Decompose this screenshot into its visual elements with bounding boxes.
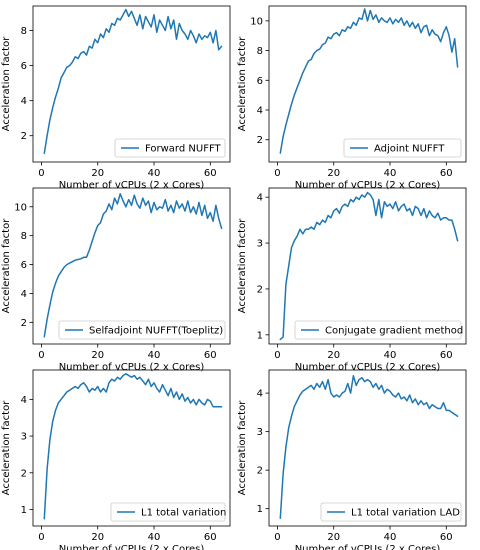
- x-tick-label: 60: [440, 532, 453, 543]
- x-tick-label: 20: [91, 350, 104, 361]
- series-line: [43, 372, 223, 520]
- legend-box: [110, 502, 226, 522]
- plot-frame: [32, 187, 231, 345]
- legend-label: Adjoint NUFFT: [374, 144, 445, 155]
- y-tick-label: 10: [14, 202, 27, 213]
- x-axis-label: Number of vCPUs (2 x Cores): [295, 544, 441, 550]
- legend: Conjugate gradient method: [294, 320, 463, 340]
- chart-panel-1: 0 20 40 60 2 4 6 8 Number of vCPUs (2 x Cores) Ac…: [1, 5, 231, 191]
- legend: L1 total variation: [110, 502, 226, 522]
- y-tick-label: 10: [250, 16, 263, 27]
- x-tick-label: 40: [148, 350, 161, 361]
- legend: Adjoint NUFFT: [343, 138, 462, 158]
- legend-box: [320, 502, 462, 522]
- y-tick-label: 3: [257, 427, 263, 438]
- y-axis-label: Acceleration factor: [237, 36, 248, 132]
- y-tick-label: 3: [21, 432, 27, 443]
- x-tick-label: 60: [440, 350, 453, 361]
- legend-label: L1 total variation LAD: [351, 508, 460, 519]
- y-tick-label: 3: [257, 239, 263, 250]
- x-axis-label: Number of vCPUs (2 x Cores): [59, 180, 205, 191]
- legend-box: [114, 138, 226, 158]
- y-tick-label: 8: [21, 231, 27, 242]
- plot-frame: [268, 187, 467, 345]
- legend: Selfadjoint NUFFT(Toeplitz): [58, 320, 226, 340]
- y-tick-label: 4: [257, 106, 263, 117]
- plot-frame: [268, 5, 467, 163]
- series-line: [279, 8, 459, 154]
- plot-frame: [268, 369, 467, 527]
- legend-label: L1 total variation: [141, 508, 226, 519]
- y-tick-label: 1: [21, 505, 27, 516]
- plot-frame: [32, 369, 231, 527]
- y-tick-label: 8: [21, 26, 27, 37]
- y-tick-label: 2: [257, 284, 263, 295]
- legend-label: Selfadjoint NUFFT(Toeplitz): [89, 326, 223, 337]
- x-tick-label: 40: [384, 168, 397, 179]
- x-tick-label: 40: [148, 168, 161, 179]
- x-tick-label: 0: [274, 532, 280, 543]
- chart-panel-2: 0 20 40 60 2 4 6 8 10 Number of vCPUs (2 x Cores)…: [237, 5, 467, 191]
- x-axis-label: Number of vCPUs (2 x Cores): [295, 180, 441, 191]
- x-tick-label: 0: [38, 168, 44, 179]
- x-tick-label: 0: [38, 532, 44, 543]
- x-tick-label: 40: [148, 532, 161, 543]
- y-tick-label: 2: [21, 318, 27, 329]
- y-axis-label: Acceleration factor: [1, 400, 12, 496]
- series-line: [43, 8, 223, 154]
- y-axis-label: Acceleration factor: [237, 218, 248, 314]
- x-axis-label: Number of vCPUs (2 x Cores): [59, 544, 205, 550]
- legend-label: Conjugate gradient method: [325, 326, 463, 337]
- y-tick-label: 4: [21, 289, 27, 300]
- legend-label: Forward NUFFT: [145, 144, 222, 155]
- legend: Forward NUFFT: [114, 138, 226, 158]
- y-tick-label: 1: [257, 504, 263, 515]
- x-tick-label: 20: [327, 350, 340, 361]
- x-tick-label: 40: [384, 532, 397, 543]
- chart-panel-5: 0 20 40 60 1 2 3 4 Number of vCPUs (2 x Cores) Ac…: [1, 369, 231, 550]
- y-tick-label: 4: [257, 193, 263, 204]
- y-tick-label: 6: [21, 61, 27, 72]
- x-tick-label: 60: [204, 350, 217, 361]
- series-line: [279, 375, 459, 520]
- x-tick-label: 0: [274, 168, 280, 179]
- chart-panel-6: 0 20 40 60 1 2 3 4 Number of vCPUs (2 x Cores) Ac…: [237, 369, 467, 550]
- y-tick-label: 6: [21, 260, 27, 271]
- x-tick-label: 40: [384, 350, 397, 361]
- x-tick-label: 20: [91, 532, 104, 543]
- y-tick-label: 2: [257, 135, 263, 146]
- legend: L1 total variation LAD: [320, 502, 462, 522]
- x-axis-label: Number of vCPUs (2 x Cores): [59, 362, 205, 373]
- y-tick-label: 2: [21, 468, 27, 479]
- x-tick-label: 60: [204, 532, 217, 543]
- y-tick-label: 4: [21, 395, 27, 406]
- y-tick-label: 2: [21, 131, 27, 142]
- y-tick-label: 2: [257, 466, 263, 477]
- x-tick-label: 20: [327, 168, 340, 179]
- y-tick-label: 4: [257, 389, 263, 400]
- series-line: [43, 193, 223, 338]
- chart-panel-3: 0 20 40 60 2 4 6 8 10 Number of vCPUs (2 x Cores)…: [1, 187, 231, 373]
- y-axis-label: Acceleration factor: [237, 400, 248, 496]
- x-tick-label: 20: [327, 532, 340, 543]
- x-tick-label: 0: [38, 350, 44, 361]
- y-tick-label: 4: [21, 96, 27, 107]
- x-tick-label: 0: [274, 350, 280, 361]
- legend-box: [58, 320, 226, 340]
- legend-box: [343, 138, 462, 158]
- x-tick-label: 60: [204, 168, 217, 179]
- chart-panel-4: 0 20 40 60 1 2 3 4 Number of vCPUs (2 x Cores) Ac…: [237, 187, 467, 373]
- y-tick-label: 6: [257, 76, 263, 87]
- x-tick-label: 60: [440, 168, 453, 179]
- legend-box: [294, 320, 462, 340]
- series-line: [279, 191, 459, 341]
- y-tick-label: 1: [257, 330, 263, 341]
- y-axis-label: Acceleration factor: [1, 36, 12, 132]
- y-axis-label: Acceleration factor: [1, 218, 12, 314]
- x-axis-label: Number of vCPUs (2 x Cores): [295, 362, 441, 373]
- plot-frame: [32, 5, 231, 163]
- x-tick-label: 20: [91, 168, 104, 179]
- y-tick-label: 8: [257, 46, 263, 57]
